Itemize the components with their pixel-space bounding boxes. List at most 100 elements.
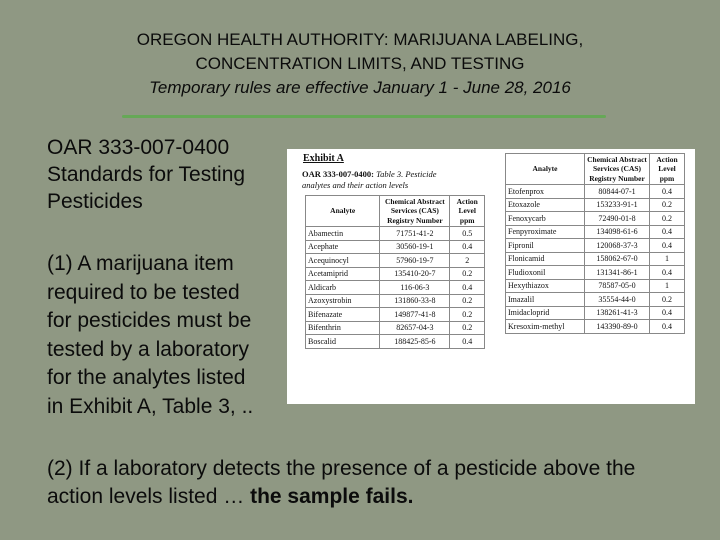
table-row: Hexythiazox 78587-05-0 1 xyxy=(505,278,685,294)
cas-number-cell: 82657-04-3 xyxy=(379,320,451,336)
para1-line: in Exhibit A, Table 3, .. xyxy=(47,394,254,418)
cas-number-cell: 71751-41-2 xyxy=(379,226,451,241)
analyte-cell: Fipronil xyxy=(505,238,585,253)
table-row: Aldicarb 116-06-3 0.4 xyxy=(304,280,485,295)
rule-paragraph-1: (1) A marijuana item required to be test… xyxy=(47,250,297,421)
action-level-cell: 0.2 xyxy=(649,211,685,226)
action-level-cell: 0.4 xyxy=(449,239,485,255)
action-level-cell: 0.2 xyxy=(449,307,485,322)
action-level-cell: 0.4 xyxy=(649,224,685,240)
table-row: Acequinocyl 57960-19-7 2 xyxy=(304,253,485,268)
table-row: Fenpyroximate 134098-61-6 0.4 xyxy=(505,224,685,240)
cas-number-cell: 153233-91-1 xyxy=(584,197,650,213)
para2-bold: the sample fails. xyxy=(250,485,414,508)
cas-number-cell: 57960-19-7 xyxy=(379,253,451,268)
rule-citation: OAR 333-007-0400 Standards for Testing P… xyxy=(47,134,297,215)
exhibit-caption-bold: OAR 333-007-0400: xyxy=(302,169,375,179)
action-level-cell: 0.4 xyxy=(649,305,685,321)
table-row: Fenoxycarb 72490-01-8 0.2 xyxy=(505,211,685,226)
action-level-cell: 0.4 xyxy=(449,280,485,295)
analyte-cell: Imazalil xyxy=(505,292,585,307)
table-row: Imidacloprid 138261-41-3 0.4 xyxy=(505,305,685,321)
action-level-cell: 0.2 xyxy=(449,293,485,309)
citation-line-1: OAR 333-007-0400 xyxy=(47,136,230,159)
table-row: Imazalil 35554-44-0 0.2 xyxy=(505,292,685,307)
analyte-cell: Abamectin xyxy=(304,226,381,241)
analyte-cell: Boscalid xyxy=(304,334,381,349)
cas-number-cell: 80844-07-1 xyxy=(584,184,650,199)
cas-number-cell: 131341-86-1 xyxy=(584,265,650,280)
exhibit-caption-text: Table 3. Pesticide analytes and their ac… xyxy=(302,169,437,190)
analyte-cell: Fenoxycarb xyxy=(505,211,585,226)
citation-line-3: Pesticides xyxy=(47,190,143,213)
cas-number-cell: 120068-37-3 xyxy=(584,238,650,253)
analyte-header: Analyte xyxy=(505,152,585,186)
table-row: Acetamiprid 135410-20-7 0.2 xyxy=(304,266,485,282)
table-header-row: Analyte Chemical Abstract Services (CAS)… xyxy=(505,152,685,186)
exhibit-a-image: Exhibit A OAR 333-007-0400: Table 3. Pes… xyxy=(287,149,695,404)
action-level-cell: 0.2 xyxy=(449,266,485,282)
para1-line: tested by a laboratory xyxy=(47,337,249,361)
analyte-cell: Bifenthrin xyxy=(304,320,381,336)
cas-number-cell: 72490-01-8 xyxy=(584,211,650,226)
table-row: Azoxystrobin 131860-33-8 0.2 xyxy=(304,293,485,309)
action-level-cell: 0.2 xyxy=(449,320,485,336)
analyte-cell: Kresoxim-methyl xyxy=(505,319,585,334)
action-level-cell: 0.2 xyxy=(649,292,685,307)
table-row: Bifenthrin 82657-04-3 0.2 xyxy=(304,320,485,336)
analyte-cell: Bifenazate xyxy=(304,307,381,322)
action-level-cell: 0.4 xyxy=(649,238,685,253)
table-row: Flonicamid 158062-67-0 1 xyxy=(505,251,685,267)
table-row: Etofenprox 80844-07-1 0.4 xyxy=(505,184,685,199)
table-row: Fipronil 120068-37-3 0.4 xyxy=(505,238,685,253)
cas-number-cell: 143390-89-0 xyxy=(584,319,650,334)
cas-number-cell: 78587-05-0 xyxy=(584,278,650,294)
cas-number-cell: 138261-41-3 xyxy=(584,305,650,321)
analyte-cell: Flonicamid xyxy=(505,251,585,267)
analyte-cell: Fludioxonil xyxy=(505,265,585,280)
para1-line: for pesticides must be xyxy=(47,309,252,332)
cas-number-cell: 188425-85-6 xyxy=(379,334,451,349)
rule-paragraph-2: (2) If a laboratory detects the presence… xyxy=(47,455,697,511)
analyte-cell: Acetamiprid xyxy=(304,266,381,282)
action-level-header: Action Level ppm xyxy=(449,194,485,228)
table-row: Kresoxim-methyl 143390-89-0 0.4 xyxy=(505,319,685,334)
action-level-cell: 0.4 xyxy=(649,265,685,280)
cas-number-cell: 116-06-3 xyxy=(379,280,451,295)
exhibit-title: Exhibit A xyxy=(303,153,344,164)
pesticide-table-right: Analyte Chemical Abstract Services (CAS)… xyxy=(505,152,685,334)
action-level-cell: 0.2 xyxy=(649,197,685,213)
para1-line: (1) A marijuana item xyxy=(47,252,234,275)
analyte-cell: Fenpyroximate xyxy=(505,224,585,240)
left-table-body: Abamectin 71751-41-2 0.5 Acephate 30560-19-1… xyxy=(304,226,485,349)
cas-number-cell: 30560-19-1 xyxy=(379,239,451,255)
slide-header: OREGON HEALTH AUTHORITY: MARIJUANA LABEL… xyxy=(20,28,700,100)
cas-number-cell: 135410-20-7 xyxy=(379,266,451,282)
exhibit-caption: OAR 333-007-0400: Table 3. Pesticide ana… xyxy=(302,169,462,191)
para2-text: (2) If a laboratory detects the presence… xyxy=(47,457,636,508)
analyte-header: Analyte xyxy=(304,194,381,228)
analyte-cell: Azoxystrobin xyxy=(304,293,381,309)
table-row: Boscalid 188425-85-6 0.4 xyxy=(304,334,485,349)
action-level-cell: 0.4 xyxy=(649,184,685,199)
pesticide-table-left: Analyte Chemical Abstract Services (CAS)… xyxy=(304,194,485,349)
table-row: Acephate 30560-19-1 0.4 xyxy=(304,239,485,255)
cas-header: Chemical Abstract Services (CAS) Registr… xyxy=(379,194,451,228)
table-row: Etoxazole 153233-91-1 0.2 xyxy=(505,197,685,213)
analyte-cell: Hexythiazox xyxy=(505,278,585,294)
para1-line: required to be tested xyxy=(47,280,240,304)
cas-number-cell: 149877-41-8 xyxy=(379,307,451,322)
action-level-cell: 0.4 xyxy=(649,319,685,334)
subtitle: Temporary rules are effective January 1 … xyxy=(149,78,571,97)
analyte-cell: Etofenprox xyxy=(505,184,585,199)
right-table-body: Etofenprox 80844-07-1 0.4 Etoxazole 153233-9… xyxy=(505,184,685,334)
action-level-cell: 0.4 xyxy=(449,334,485,349)
action-level-cell: 1 xyxy=(649,251,685,267)
action-level-header: Action Level ppm xyxy=(649,152,685,186)
analyte-cell: Acephate xyxy=(304,239,381,255)
para1-line: for the analytes listed xyxy=(47,366,246,389)
analyte-cell: Aldicarb xyxy=(304,280,381,295)
action-level-cell: 1 xyxy=(649,278,685,294)
cas-number-cell: 131860-33-8 xyxy=(379,293,451,309)
analyte-cell: Acequinocyl xyxy=(304,253,381,268)
